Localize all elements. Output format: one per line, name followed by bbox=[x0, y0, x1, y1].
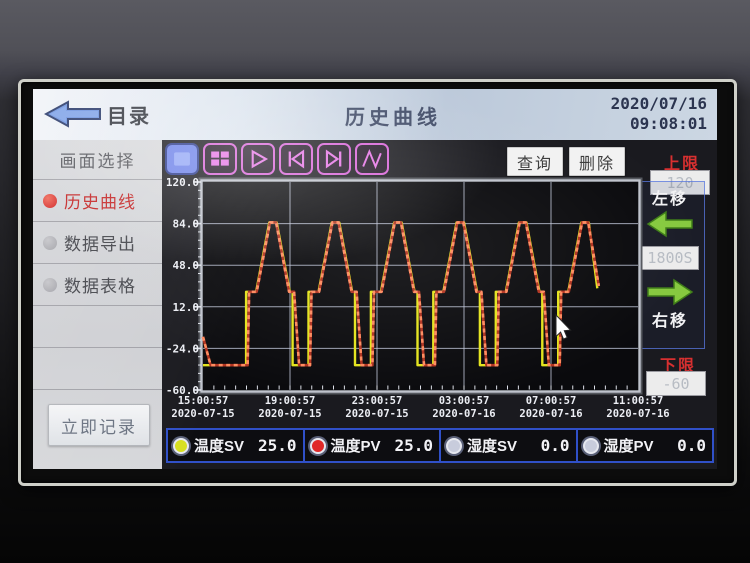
bullet-icon bbox=[43, 277, 57, 292]
trend-chart[interactable]: 120.0 84.0 48.0 12.0 -24.0 -60.0 15:00:57 2020-… bbox=[162, 176, 686, 430]
legend-value: 0.0 bbox=[677, 436, 706, 455]
sidebar-item-history-curve[interactable]: 历史曲线 bbox=[33, 180, 162, 222]
svg-text:84.0: 84.0 bbox=[173, 218, 200, 231]
legend-label: 湿度SV bbox=[467, 438, 518, 455]
svg-text:-24.0: -24.0 bbox=[166, 342, 199, 355]
stop-square-icon bbox=[174, 152, 190, 166]
legend-dot-icon bbox=[446, 437, 462, 454]
date-text: 2020/07/16 bbox=[610, 94, 707, 113]
page-title: 历史曲线 bbox=[345, 107, 441, 129]
sidebar-header: 画面选择 bbox=[33, 140, 162, 180]
svg-text:2020-07-16: 2020-07-16 bbox=[519, 408, 582, 420]
legend-dot-icon bbox=[173, 437, 189, 454]
delete-button[interactable]: 删除 bbox=[569, 147, 625, 176]
plot-area[interactable] bbox=[200, 179, 641, 393]
svg-text:2020-07-16: 2020-07-16 bbox=[606, 408, 669, 420]
legend-dot-icon bbox=[309, 437, 326, 454]
sidebar-empty-row bbox=[33, 348, 162, 390]
scroll-group: 左移 1800S 右移 bbox=[635, 181, 705, 349]
trend-chart-svg: 120.084.048.012.0-24.0-60.015:00:572020-… bbox=[166, 176, 670, 420]
svg-text:-60.0: -60.0 bbox=[166, 384, 199, 397]
mouse-cursor-icon bbox=[555, 313, 572, 340]
multi-screen-icon bbox=[211, 151, 229, 166]
skip-to-end-button[interactable] bbox=[317, 143, 351, 175]
menu-label[interactable]: 目录 bbox=[107, 106, 151, 128]
svg-text:11:00:57: 11:00:57 bbox=[613, 395, 664, 407]
active-bullet-icon bbox=[43, 193, 57, 208]
legend-value: 0.0 bbox=[540, 436, 570, 455]
sidebar-item-data-table[interactable]: 数据表格 bbox=[33, 264, 162, 306]
x-axis-labels: 15:00:572020-07-1519:00:572020-07-1523:0… bbox=[171, 395, 669, 420]
plot-frame-outer bbox=[198, 177, 643, 395]
sidebar: 画面选择 历史曲线数据导出数据表格 立即记录 bbox=[33, 140, 163, 469]
bullet-icon bbox=[43, 235, 57, 250]
svg-text:2020-07-15: 2020-07-15 bbox=[258, 408, 321, 420]
svg-text:19:00:57: 19:00:57 bbox=[265, 395, 316, 407]
legend-value: 25.0 bbox=[257, 436, 297, 455]
legend-label: 温度SV bbox=[194, 438, 245, 455]
trend-toolbar bbox=[165, 143, 389, 175]
gridlines bbox=[203, 182, 638, 390]
move-left-label: 左移 bbox=[651, 191, 688, 208]
upper-limit-field[interactable]: 120 bbox=[650, 170, 710, 195]
y-axis-labels: 120.0 84.0 48.0 12.0 -24.0 -60.0 bbox=[166, 176, 199, 397]
svg-text:120.0: 120.0 bbox=[166, 176, 199, 189]
move-right-arrow-button[interactable] bbox=[646, 277, 694, 307]
legend-cell-temp-pv[interactable]: 温度PV 25.0 bbox=[305, 430, 441, 461]
sidebar-item-label: 数据表格 bbox=[64, 277, 136, 296]
skip-to-start-icon bbox=[288, 149, 305, 169]
play-button[interactable] bbox=[241, 143, 275, 175]
curve-legend: 温度SV 25.0 温度PV 25.0 湿度SV 0.0 湿度PV 0.0 bbox=[166, 428, 714, 463]
svg-text:15:00:57: 15:00:57 bbox=[178, 395, 229, 407]
sidebar-item-label: 数据导出 bbox=[64, 235, 136, 254]
svg-text:03:00:57: 03:00:57 bbox=[439, 395, 490, 407]
svg-text:23:00:57: 23:00:57 bbox=[352, 395, 403, 407]
record-now-button[interactable]: 立即记录 bbox=[48, 404, 150, 446]
svg-text:48.0: 48.0 bbox=[173, 259, 200, 272]
header-bar: 目录 历史曲线 2020/07/16 09:08:01 bbox=[33, 89, 717, 142]
multi-screen-button[interactable] bbox=[203, 143, 237, 175]
legend-label: 湿度PV bbox=[603, 438, 654, 455]
lower-limit-label: 下限 bbox=[659, 358, 696, 375]
play-icon bbox=[251, 149, 269, 169]
move-right-label: 右移 bbox=[651, 313, 688, 330]
svg-text:07:00:57: 07:00:57 bbox=[526, 395, 577, 407]
lower-limit-field[interactable]: -60 bbox=[646, 371, 706, 396]
sidebar-empty-row bbox=[33, 306, 162, 348]
sidebar-item-data-export[interactable]: 数据导出 bbox=[33, 222, 162, 264]
legend-cell-humid-sv[interactable]: 湿度SV 0.0 bbox=[441, 430, 578, 461]
main-area: 查询 删除 上限 120 左移 1800S 右移 下限 -60 120.0 84.… bbox=[162, 140, 717, 469]
curve-button[interactable] bbox=[355, 143, 389, 175]
interval-field[interactable]: 1800S bbox=[641, 246, 699, 270]
svg-text:2020-07-15: 2020-07-15 bbox=[171, 408, 234, 420]
axis-ticks bbox=[194, 181, 628, 391]
query-button[interactable]: 查询 bbox=[507, 147, 563, 176]
move-left-arrow-button[interactable] bbox=[646, 209, 694, 239]
stop-square-button[interactable] bbox=[165, 143, 199, 175]
back-arrow-icon[interactable] bbox=[44, 100, 102, 128]
legend-cell-humid-pv[interactable]: 湿度PV 0.0 bbox=[578, 430, 713, 461]
hmi-screen: 目录 历史曲线 2020/07/16 09:08:01 画面选择 历史曲线数据导… bbox=[33, 89, 717, 469]
curve-icon bbox=[362, 148, 382, 170]
svg-text:12.0: 12.0 bbox=[173, 301, 200, 314]
legend-label: 温度PV bbox=[330, 438, 381, 455]
upper-limit-label: 上限 bbox=[663, 156, 700, 173]
legend-value: 25.0 bbox=[394, 436, 433, 455]
legend-cell-temp-sv[interactable]: 温度SV 25.0 bbox=[168, 430, 305, 461]
legend-dot-icon bbox=[582, 437, 599, 454]
skip-to-start-button[interactable] bbox=[279, 143, 313, 175]
datetime: 2020/07/16 09:08:01 bbox=[531, 94, 707, 134]
svg-text:2020-07-15: 2020-07-15 bbox=[345, 408, 408, 420]
svg-text:2020-07-16: 2020-07-16 bbox=[432, 408, 495, 420]
sidebar-item-label: 历史曲线 bbox=[64, 193, 136, 212]
time-text: 09:08:01 bbox=[629, 114, 707, 133]
temp-pv-curve bbox=[201, 221, 601, 367]
skip-to-end-icon bbox=[325, 149, 342, 169]
